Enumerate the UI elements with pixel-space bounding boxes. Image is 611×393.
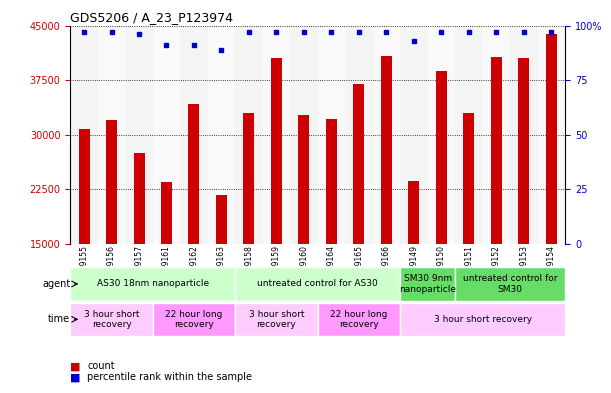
Text: time: time — [48, 314, 70, 324]
Bar — [208, 26, 235, 244]
Bar — [70, 303, 153, 336]
Bar — [70, 267, 235, 301]
Bar — [455, 26, 483, 244]
Text: 3 hour short recovery: 3 hour short recovery — [434, 315, 532, 324]
Bar — [428, 26, 455, 244]
Bar — [134, 153, 145, 244]
Bar — [483, 26, 510, 244]
Bar — [510, 26, 538, 244]
Text: 22 hour long
recovery: 22 hour long recovery — [166, 310, 222, 329]
Bar — [538, 26, 565, 244]
Bar — [161, 182, 172, 244]
Bar — [373, 26, 400, 244]
Bar — [354, 84, 365, 244]
Bar — [263, 26, 290, 244]
Bar — [106, 120, 117, 244]
Bar — [290, 26, 318, 244]
Bar — [400, 267, 455, 301]
Bar — [400, 303, 565, 336]
Bar — [79, 129, 90, 244]
Bar — [244, 113, 255, 244]
Bar — [70, 26, 98, 244]
Bar — [436, 72, 447, 244]
Bar — [345, 26, 373, 244]
Bar — [235, 267, 400, 301]
Text: ■: ■ — [70, 361, 81, 371]
Text: GDS5206 / A_23_P123974: GDS5206 / A_23_P123974 — [70, 11, 233, 24]
Text: percentile rank within the sample: percentile rank within the sample — [87, 372, 252, 382]
Bar — [326, 119, 337, 244]
Text: 3 hour short
recovery: 3 hour short recovery — [249, 310, 304, 329]
Bar — [491, 57, 502, 244]
Text: untreated control for
SM30: untreated control for SM30 — [463, 274, 557, 294]
Text: ■: ■ — [70, 372, 81, 382]
Bar — [235, 26, 263, 244]
Bar — [318, 303, 400, 336]
Bar — [299, 115, 310, 244]
Bar — [464, 113, 475, 244]
Text: SM30 9nm
nanoparticle: SM30 9nm nanoparticle — [399, 274, 456, 294]
Bar — [271, 58, 282, 244]
Bar — [125, 26, 153, 244]
Bar — [546, 34, 557, 244]
Bar — [180, 26, 208, 244]
Bar — [409, 181, 420, 244]
Bar — [400, 26, 428, 244]
Bar — [189, 104, 200, 244]
Bar — [98, 26, 125, 244]
Text: agent: agent — [42, 279, 70, 289]
Text: 22 hour long
recovery: 22 hour long recovery — [331, 310, 387, 329]
Bar — [235, 303, 318, 336]
Text: AS30 18nm nanoparticle: AS30 18nm nanoparticle — [97, 279, 209, 288]
Bar — [153, 303, 235, 336]
Text: untreated control for AS30: untreated control for AS30 — [257, 279, 378, 288]
Bar — [519, 57, 529, 244]
Bar — [318, 26, 345, 244]
Bar — [381, 56, 392, 244]
Bar — [153, 26, 180, 244]
Bar — [455, 267, 565, 301]
Bar — [216, 195, 227, 244]
Text: count: count — [87, 361, 115, 371]
Text: 3 hour short
recovery: 3 hour short recovery — [84, 310, 139, 329]
